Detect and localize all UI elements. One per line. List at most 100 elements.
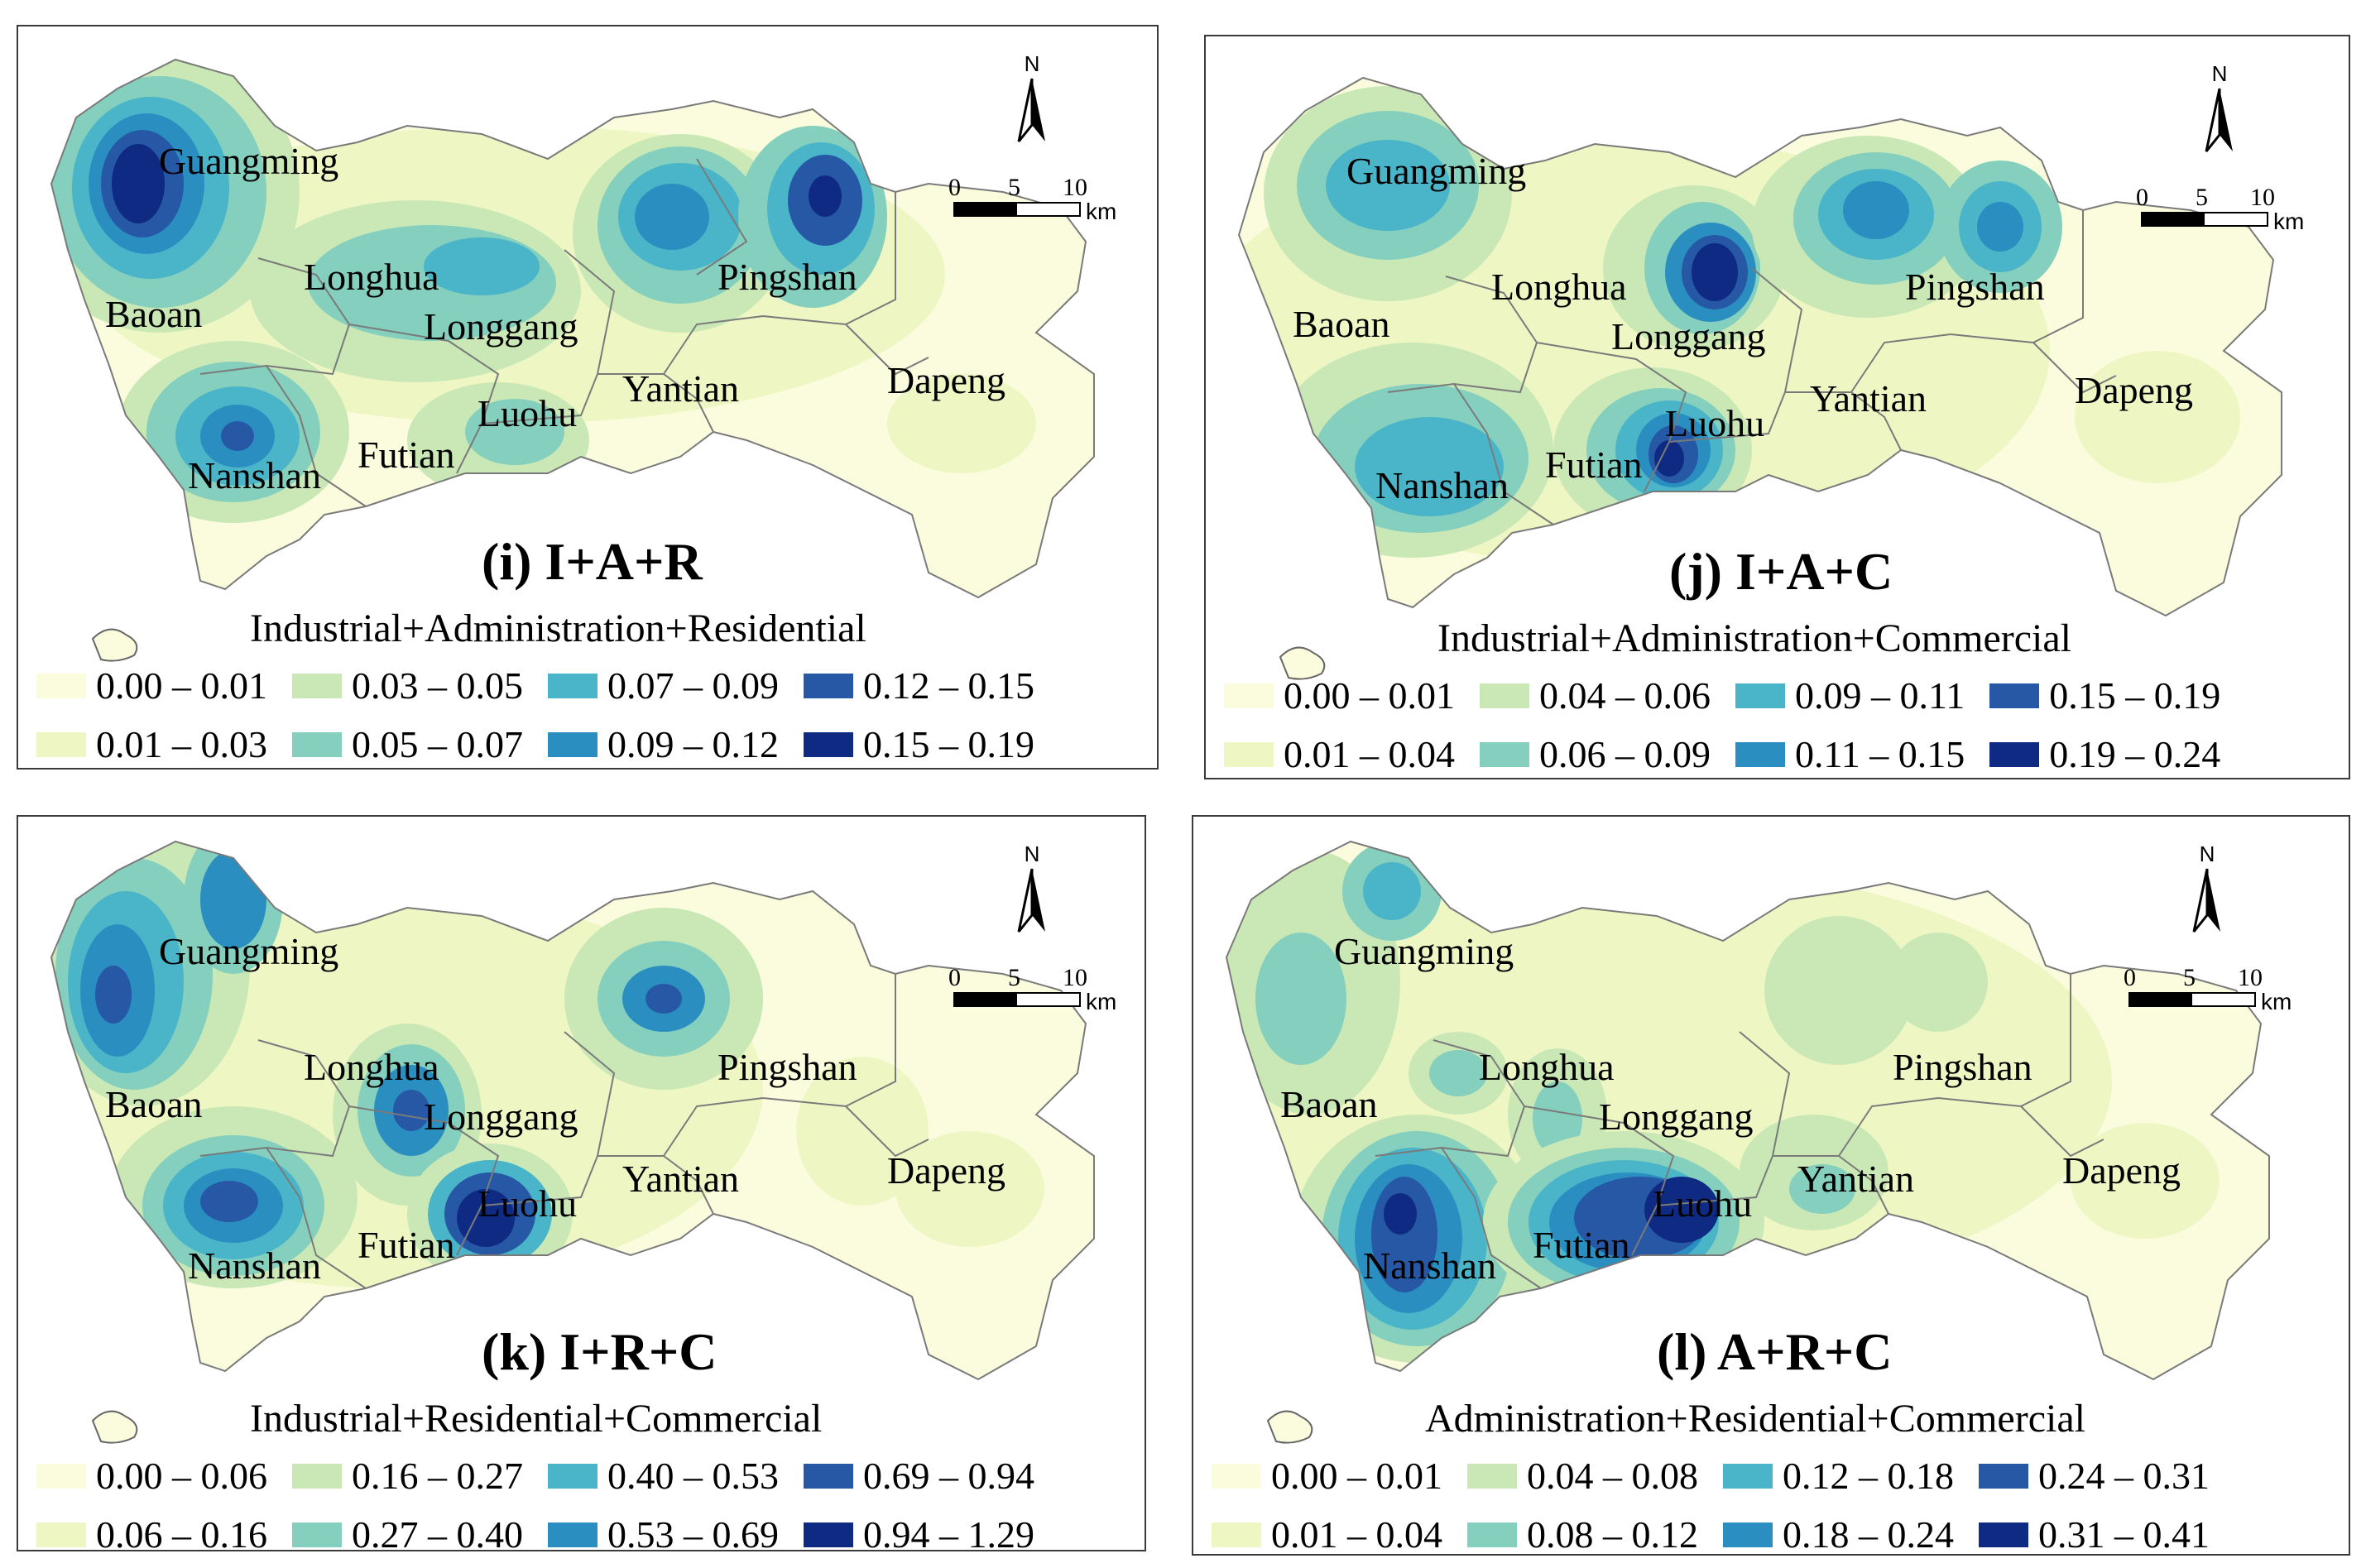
legend-swatch <box>804 1463 853 1489</box>
district-label-luohu: Luohu <box>478 392 578 434</box>
legend-item: 0.00 – 0.01 <box>1212 1454 1442 1498</box>
north-label: N <box>2211 61 2228 86</box>
legend-label: 0.27 – 0.40 <box>352 1513 523 1556</box>
district-label-longgang: Longgang <box>1611 315 1766 357</box>
panel-subtitle: Industrial+Administration+Commercial <box>1437 616 2072 660</box>
legend-label: 0.00 – 0.01 <box>1271 1455 1442 1497</box>
legend-swatch <box>548 673 597 698</box>
legend-item: 0.00 – 0.01 <box>1224 674 1455 717</box>
map-k <box>50 840 1095 1444</box>
legend-swatch <box>1735 683 1785 708</box>
map-j <box>1237 76 2282 680</box>
legend-label: 0.03 – 0.05 <box>352 664 523 707</box>
legend-label: 0.69 – 0.94 <box>863 1455 1034 1497</box>
legend-item: 0.94 – 1.29 <box>804 1513 1034 1556</box>
district-label-yantian: Yantian <box>622 367 740 410</box>
scale-bar: 0 5 10 km <box>2136 184 2304 234</box>
legend-label: 0.01 – 0.03 <box>96 723 267 765</box>
legend-item: 0.11 – 0.15 <box>1735 732 1965 776</box>
legend-item: 0.06 – 0.09 <box>1480 732 1711 776</box>
district-label-nanshan: Nanshan <box>188 454 321 496</box>
legend-item: 0.09 – 0.12 <box>548 722 779 766</box>
scale-bar: 0 5 10 km <box>948 174 1116 224</box>
district-label-futian: Futian <box>358 434 455 476</box>
legend-item: 0.40 – 0.53 <box>548 1454 779 1498</box>
district-label-pingshan: Pingshan <box>1905 266 2045 308</box>
district-boundaries <box>50 58 1095 599</box>
district-label-baoan: Baoan <box>105 293 203 335</box>
legend-swatch <box>548 1522 597 1547</box>
legend-item: 0.00 – 0.06 <box>36 1454 267 1498</box>
district-label-futian: Futian <box>358 1224 455 1266</box>
island-shape <box>91 1410 138 1444</box>
district-label-luohu: Luohu <box>1653 1182 1753 1225</box>
scale-tick-10: 10 <box>1063 174 1087 201</box>
legend-swatch <box>548 731 597 757</box>
legend-label: 0.12 – 0.15 <box>863 664 1034 707</box>
scale-unit: km <box>2273 209 2305 234</box>
panel-l: Guangming Baoan Longhua Longgang Pingsha… <box>1192 815 2350 1556</box>
legend-swatch <box>1480 683 1529 708</box>
north-arrow: N <box>2203 61 2236 157</box>
legend-label: 0.15 – 0.19 <box>863 723 1034 765</box>
legend-item: 0.04 – 0.08 <box>1467 1454 1698 1498</box>
legend-swatch <box>804 731 853 757</box>
district-label-guangming: Guangming <box>1334 930 1514 972</box>
legend-item: 0.12 – 0.18 <box>1723 1454 1954 1498</box>
district-label-yantian: Yantian <box>1810 377 1927 420</box>
district-label-guangming: Guangming <box>1346 150 1527 192</box>
legend-label: 0.18 – 0.24 <box>1783 1513 1954 1556</box>
north-arrow-icon <box>2205 88 2233 152</box>
scale-tick-0: 0 <box>2124 964 2136 991</box>
legend-item: 0.24 – 0.31 <box>1979 1454 2210 1498</box>
scale-unit: km <box>2261 989 2292 1014</box>
legend-item: 0.01 – 0.04 <box>1224 732 1455 776</box>
scale-tick-10: 10 <box>2250 184 2275 211</box>
district-label-baoan: Baoan <box>1293 303 1390 345</box>
legend-label: 0.31 – 0.41 <box>2038 1513 2210 1556</box>
district-label-longgang: Longgang <box>424 1096 578 1138</box>
legend-label: 0.07 – 0.09 <box>607 664 779 707</box>
scale-bar-graphic <box>2141 212 2268 227</box>
legend-item: 0.31 – 0.41 <box>1979 1513 2210 1556</box>
legend-item: 0.69 – 0.94 <box>804 1454 1034 1498</box>
panel-subtitle: Industrial+Residential+Commercial <box>250 1397 823 1441</box>
district-label-pingshan: Pingshan <box>1893 1046 2032 1088</box>
scale-tick-5: 5 <box>1008 964 1020 991</box>
legend-label: 0.12 – 0.18 <box>1783 1455 1954 1497</box>
district-label-dapeng: Dapeng <box>887 359 1006 401</box>
scale-tick-5: 5 <box>1008 174 1020 201</box>
scale-unit: km <box>1086 989 1117 1014</box>
district-label-nanshan: Nanshan <box>1363 1244 1496 1287</box>
district-label-dapeng: Dapeng <box>2075 369 2194 411</box>
legend-item: 0.08 – 0.12 <box>1467 1513 1698 1556</box>
legend-swatch <box>1212 1463 1261 1489</box>
district-label-longhua: Longhua <box>304 1046 439 1088</box>
legend-label: 0.06 – 0.09 <box>1539 733 1711 775</box>
scale-tick-0: 0 <box>2136 184 2148 211</box>
legend-label: 0.01 – 0.04 <box>1284 733 1455 775</box>
district-label-luohu: Luohu <box>1665 402 1765 444</box>
legend-swatch <box>1989 741 2040 767</box>
legend: 0.00 – 0.06 0.16 – 0.27 0.40 – 0.53 0.69… <box>36 1454 1034 1556</box>
legend-label: 0.15 – 0.19 <box>2049 674 2221 717</box>
legend-label: 0.53 – 0.69 <box>607 1513 779 1556</box>
legend-label: 0.11 – 0.15 <box>1795 733 1965 775</box>
legend-swatch <box>1467 1522 1517 1547</box>
legend-swatch <box>292 1463 342 1489</box>
panel-i: Guangming Baoan Longhua Longgang Pingsha… <box>17 25 1159 770</box>
density-surface <box>51 842 1094 1379</box>
legend-swatch <box>1212 1522 1261 1547</box>
legend-swatch <box>804 673 853 698</box>
scale-tick-5: 5 <box>2183 964 2196 991</box>
scale-tick-10: 10 <box>1063 964 1087 991</box>
north-arrow: N <box>2191 842 2224 937</box>
scale-tick-5: 5 <box>2196 184 2208 211</box>
north-arrow: N <box>1015 842 1049 937</box>
legend-swatch <box>1723 1522 1773 1547</box>
legend-item: 0.01 – 0.04 <box>1212 1513 1442 1556</box>
legend-item: 0.16 – 0.27 <box>292 1454 523 1498</box>
legend-item: 0.07 – 0.09 <box>548 664 779 707</box>
district-label-longgang: Longgang <box>424 305 578 348</box>
legend: 0.00 – 0.01 0.03 – 0.05 0.07 – 0.09 0.12… <box>36 664 1034 766</box>
